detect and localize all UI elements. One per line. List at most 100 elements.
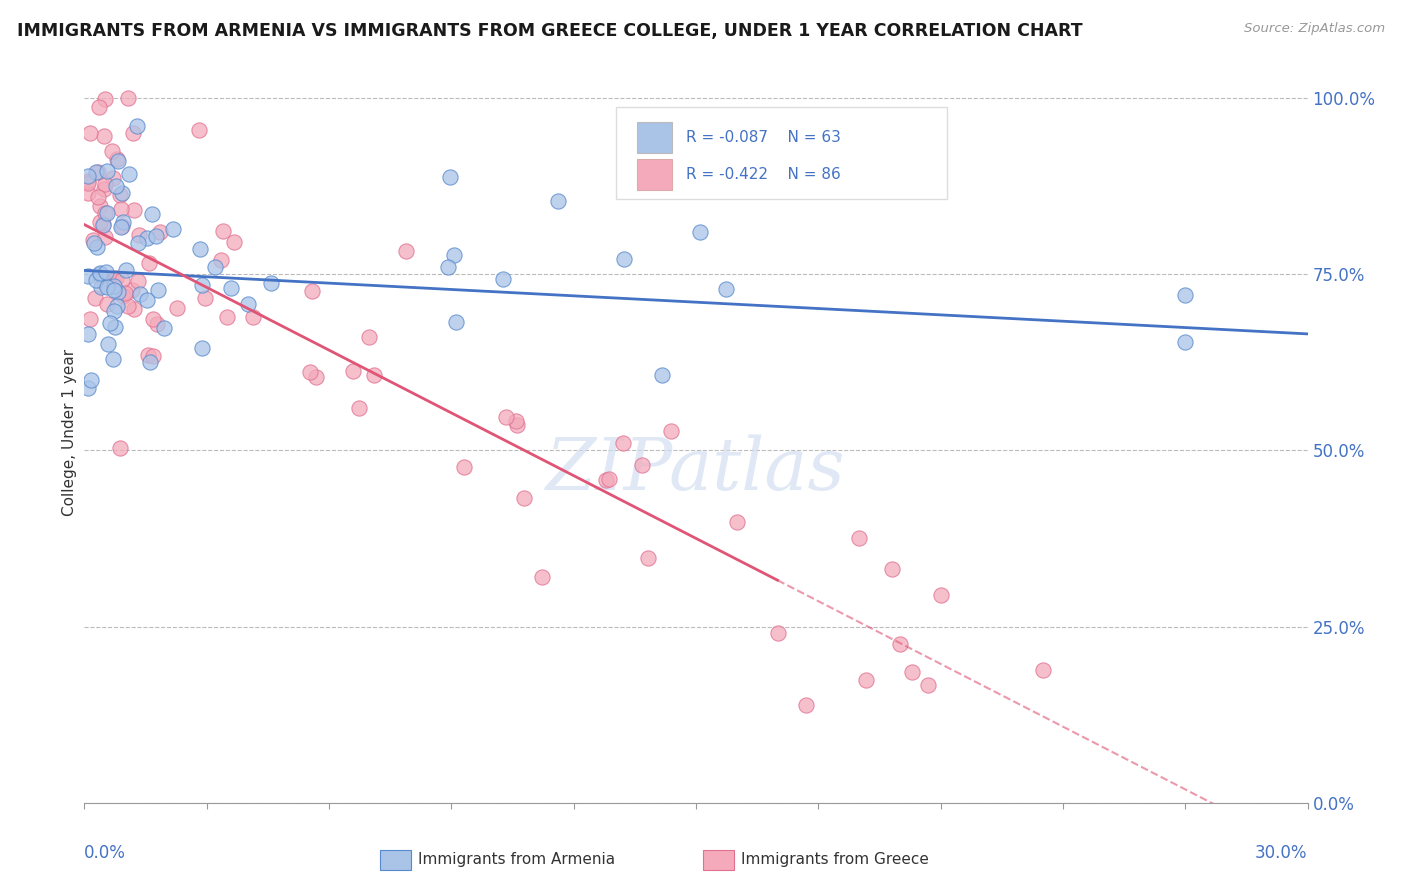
Point: [149, 225, 172, 239]
Point: [138, 256, 160, 270]
Point: [848, 531, 870, 545]
Point: [395, 244, 418, 259]
Point: [187, 122, 209, 136]
Point: [89, 266, 111, 280]
Point: [889, 637, 911, 651]
Point: [142, 312, 165, 326]
Point: [93, 129, 115, 144]
Point: [103, 279, 125, 293]
Point: [111, 219, 134, 233]
Point: [104, 320, 127, 334]
Point: [107, 285, 129, 299]
Point: [194, 291, 217, 305]
Point: [94, 177, 117, 191]
Point: [83, 291, 105, 305]
Point: [77, 169, 100, 183]
Point: [108, 441, 131, 455]
Point: [495, 409, 517, 424]
Point: [359, 330, 381, 344]
Point: [100, 316, 122, 330]
Point: [215, 310, 238, 325]
Point: [112, 215, 135, 229]
Point: [103, 304, 125, 318]
Point: [96, 206, 118, 220]
Point: [530, 570, 553, 584]
Point: [347, 401, 370, 416]
Point: [505, 414, 527, 428]
Point: [110, 220, 132, 235]
Text: R = -0.422    N = 86: R = -0.422 N = 86: [686, 167, 841, 182]
Point: [162, 222, 184, 236]
Point: [117, 91, 139, 105]
Point: [125, 120, 148, 134]
Point: [595, 473, 617, 487]
Point: [141, 207, 163, 221]
Point: [492, 271, 515, 285]
Point: [89, 267, 111, 281]
Point: [1174, 288, 1197, 302]
Point: [444, 315, 467, 329]
Point: [114, 285, 136, 300]
Point: [148, 284, 170, 298]
Bar: [703, 850, 734, 870]
Point: [101, 352, 124, 367]
Point: [224, 235, 246, 250]
Point: [129, 287, 152, 301]
Point: [111, 273, 134, 287]
Point: [96, 280, 118, 294]
Text: R = -0.087    N = 63: R = -0.087 N = 63: [686, 129, 841, 145]
Point: [122, 126, 145, 140]
Point: [77, 268, 100, 283]
Point: [87, 100, 110, 114]
Point: [77, 174, 100, 188]
Point: [97, 337, 120, 351]
Point: [547, 194, 569, 208]
Point: [204, 260, 226, 274]
Text: Immigrants from Greece: Immigrants from Greece: [741, 853, 929, 867]
Point: [505, 418, 527, 433]
Text: Immigrants from Armenia: Immigrants from Armenia: [418, 853, 614, 867]
Point: [363, 368, 385, 383]
Text: 0.0%: 0.0%: [519, 857, 522, 859]
Point: [94, 91, 117, 105]
Point: [77, 186, 100, 200]
Point: [917, 678, 939, 692]
Point: [124, 301, 146, 316]
Point: [855, 673, 877, 688]
Text: 0.0%: 0.0%: [84, 844, 127, 862]
Point: [93, 277, 115, 291]
Point: [111, 186, 134, 201]
Point: [794, 698, 817, 712]
Point: [89, 199, 111, 213]
Point: [83, 235, 105, 250]
Point: [127, 274, 149, 288]
Point: [138, 348, 160, 362]
Point: [145, 228, 167, 243]
Point: [103, 273, 125, 287]
Point: [79, 311, 101, 326]
Text: IMMIGRANTS FROM ARMENIA VS IMMIGRANTS FROM GREECE COLLEGE, UNDER 1 YEAR CORRELAT: IMMIGRANTS FROM ARMENIA VS IMMIGRANTS FR…: [17, 22, 1083, 40]
Point: [108, 187, 131, 202]
Point: [209, 252, 232, 267]
Point: [80, 373, 103, 387]
Point: [121, 284, 143, 298]
Point: [242, 310, 264, 324]
Point: [766, 626, 789, 640]
Bar: [380, 850, 411, 870]
Point: [94, 206, 117, 220]
Point: [219, 281, 242, 295]
Point: [136, 231, 159, 245]
Point: [84, 273, 107, 287]
Point: [91, 217, 114, 231]
Text: ZIPatlas: ZIPatlas: [546, 434, 846, 505]
Point: [139, 355, 162, 369]
Text: 30.0%: 30.0%: [1256, 844, 1308, 862]
Point: [110, 202, 132, 216]
Point: [91, 218, 114, 232]
Point: [304, 370, 326, 384]
Point: [631, 458, 654, 472]
Point: [87, 164, 110, 178]
Point: [637, 550, 659, 565]
Point: [659, 424, 682, 438]
Point: [880, 562, 903, 576]
